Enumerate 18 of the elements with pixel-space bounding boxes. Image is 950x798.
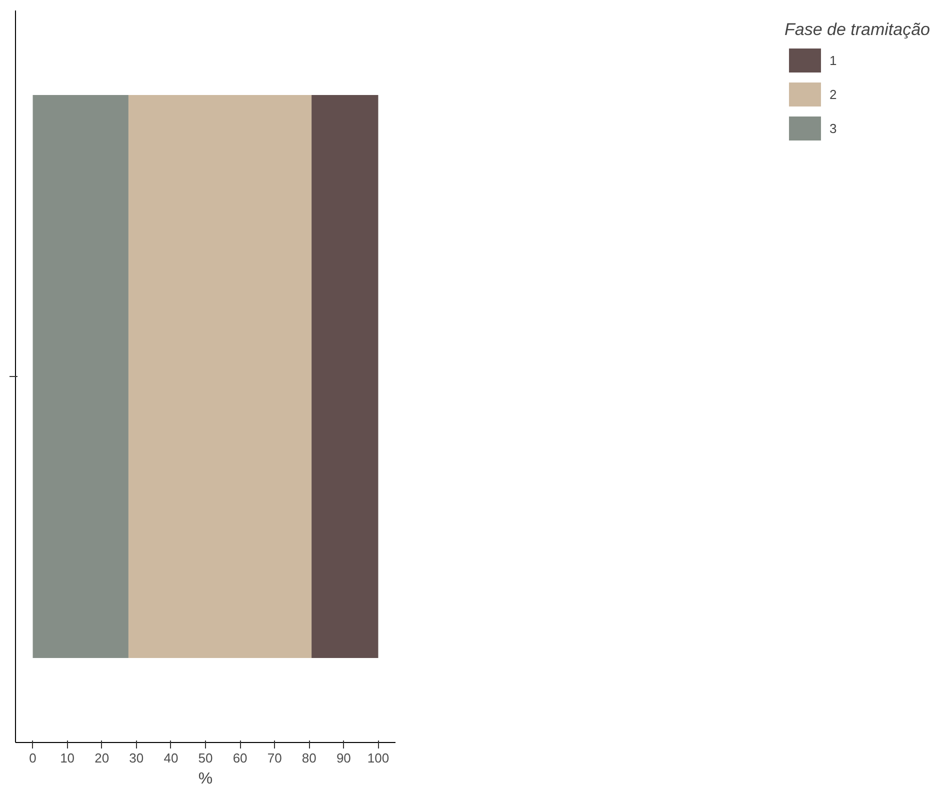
x-tick-label: 30 (129, 750, 144, 766)
x-tick-label: 0 (29, 750, 36, 766)
x-tick-label: 100 (367, 750, 390, 766)
x-tick-label: 20 (94, 750, 110, 766)
x-tick-label: 40 (164, 750, 178, 766)
x-tick-label: 80 (302, 750, 316, 766)
x-tick-label: 10 (60, 750, 75, 766)
x-axis-title: % (198, 770, 213, 788)
legend-label: 2 (829, 86, 838, 102)
bar (32, 94, 128, 658)
legend-label: 1 (829, 52, 838, 68)
x-tick-label: 60 (232, 750, 248, 766)
x-tick-label: 50 (198, 750, 213, 766)
bar (312, 94, 378, 658)
legend-label: 3 (829, 120, 838, 136)
x-tick-label: 70 (267, 750, 282, 766)
legend-title: Fase de tramitação (784, 20, 930, 40)
x-tick-label: 90 (336, 750, 351, 766)
